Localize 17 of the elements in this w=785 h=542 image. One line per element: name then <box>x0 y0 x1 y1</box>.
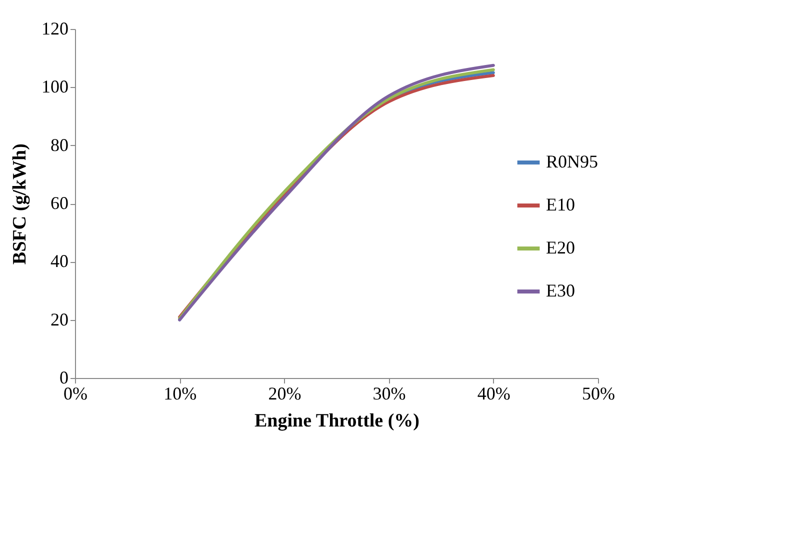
y-tick-label: 100 <box>42 76 68 97</box>
y-tick-label: 40 <box>50 251 68 272</box>
legend-label: E30 <box>546 280 575 300</box>
legend-label: R0N95 <box>546 152 598 172</box>
y-tick-label: 80 <box>50 134 68 155</box>
x-tick-label: 10% <box>164 384 197 404</box>
legend-label: E10 <box>546 194 575 214</box>
y-axis-title: BSFC (g/kWh) <box>10 144 30 264</box>
y-tick-label: 20 <box>50 309 68 330</box>
y-tick-label: 120 <box>42 18 68 38</box>
y-tick-label: 60 <box>50 193 68 213</box>
legend-label: E20 <box>546 238 575 258</box>
x-tick-label: 50% <box>582 384 615 404</box>
x-tick-label: 40% <box>477 384 510 404</box>
x-axis-title: Engine Throttle (%) <box>254 410 420 432</box>
x-tick-label: 30% <box>372 384 406 404</box>
x-tick-label: 20% <box>268 384 302 404</box>
